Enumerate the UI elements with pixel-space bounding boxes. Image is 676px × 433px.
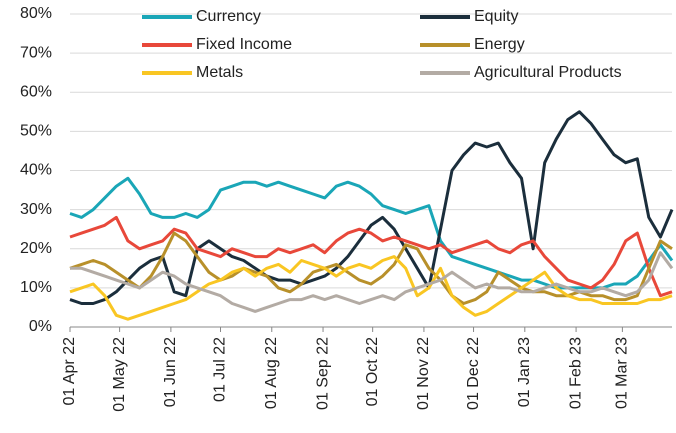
y-tick-label: 80% [20,5,52,22]
x-tick-label: 01 Jun 22 [162,337,179,407]
x-tick-label: 01 Sep 22 [314,337,331,410]
x-tick-label: 01 Mar 23 [614,337,631,409]
legend-label: Metals [196,64,243,81]
x-tick-label: 01 Jan 23 [516,337,533,407]
x-tick-label: 01 May 22 [111,337,128,412]
y-tick-label: 40% [20,162,52,179]
series-line [69,215,673,298]
series-line [69,231,673,305]
legend-label: Currency [196,8,261,25]
x-tick-label: 01 Jul 22 [212,337,229,402]
y-tick-label: 10% [20,279,52,296]
y-tick-label: 60% [20,83,52,100]
series-line [69,110,674,305]
series-line [70,251,674,313]
x-tick-label: 01 Apr 22 [61,337,78,406]
y-tick-label: 50% [20,123,52,140]
series-line [69,255,673,321]
y-tick-label: 0% [29,318,52,335]
x-tick-label: 01 Feb 23 [567,337,584,409]
x-tick-label: 01 Oct 22 [364,337,381,406]
x-tick-label: 01 Aug 22 [263,337,280,409]
legend-label: Agricultural Products [474,64,622,81]
x-tick-label: 01 Dec 22 [465,337,482,410]
legend-label: Fixed Income [196,36,292,53]
y-tick-label: 20% [20,240,52,257]
x-tick-label: 01 Nov 22 [415,337,432,410]
legend-label: Energy [474,36,525,53]
y-tick-label: 70% [20,44,52,61]
y-tick-label: 30% [20,201,52,218]
legend-label: Equity [474,8,518,25]
